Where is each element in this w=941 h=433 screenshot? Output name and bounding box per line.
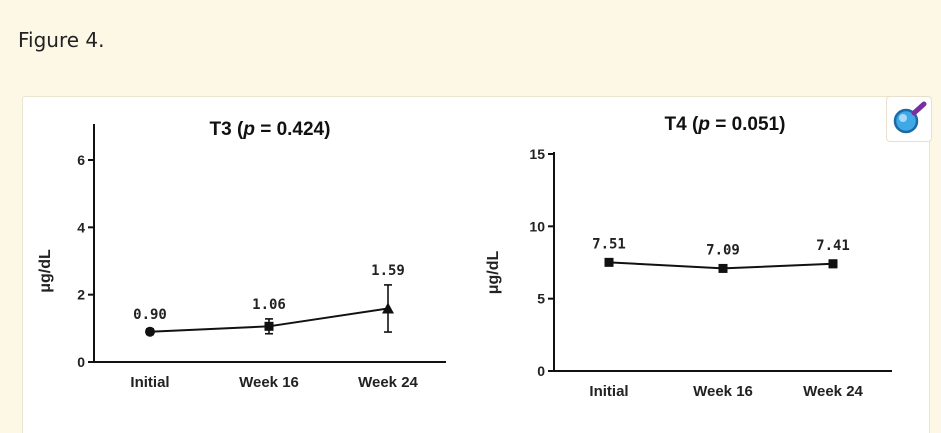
y-tick-label: 4 [77,219,85,235]
data-point [145,326,155,337]
data-label: 7.51 [592,236,626,252]
chart-t3: T3 (p = 0.424) μg/dL 0 2 4 6 Initial Week 16 Wee… [37,119,446,391]
y-tick-label: 6 [77,152,85,168]
data-label: 1.06 [252,297,286,313]
data-label: 0.90 [133,307,167,323]
x-tick-label: Initial [130,374,169,391]
data-point [604,257,614,267]
data-label: 7.41 [816,238,850,254]
data-label: 1.59 [371,263,405,279]
x-tick-label: Week 24 [358,374,418,391]
x-tick-label: Week 16 [693,383,753,400]
y-tick-label: 0 [537,363,545,379]
data-point [264,321,274,331]
y-tick-label: 5 [537,291,545,307]
y-axis-label: μg/dL [37,249,54,293]
x-tick-label: Week 24 [803,383,863,400]
data-point [382,302,394,314]
data-point [828,259,838,269]
data-point [718,263,728,273]
chart-t4: T4 (p = 0.051) μg/dL 0 5 10 15 Initial Week 16 W… [485,114,892,400]
figure-card [22,96,930,433]
chart-title: T4 (p = 0.051) [665,114,786,135]
zoom-button[interactable] [886,96,932,142]
x-tick-label: Week 16 [239,374,299,391]
y-axis-label: μg/dL [485,251,502,295]
y-tick-label: 2 [77,287,85,303]
magnifier-icon [893,101,927,134]
y-tick-label: 15 [529,146,545,162]
figure-caption: Figure 4. [18,28,105,52]
y-tick-label: 0 [77,354,85,370]
chart-title: T3 (p = 0.424) [210,119,331,140]
y-tick-label: 10 [529,218,545,234]
x-tick-label: Initial [589,383,628,400]
data-label: 7.09 [706,242,740,258]
